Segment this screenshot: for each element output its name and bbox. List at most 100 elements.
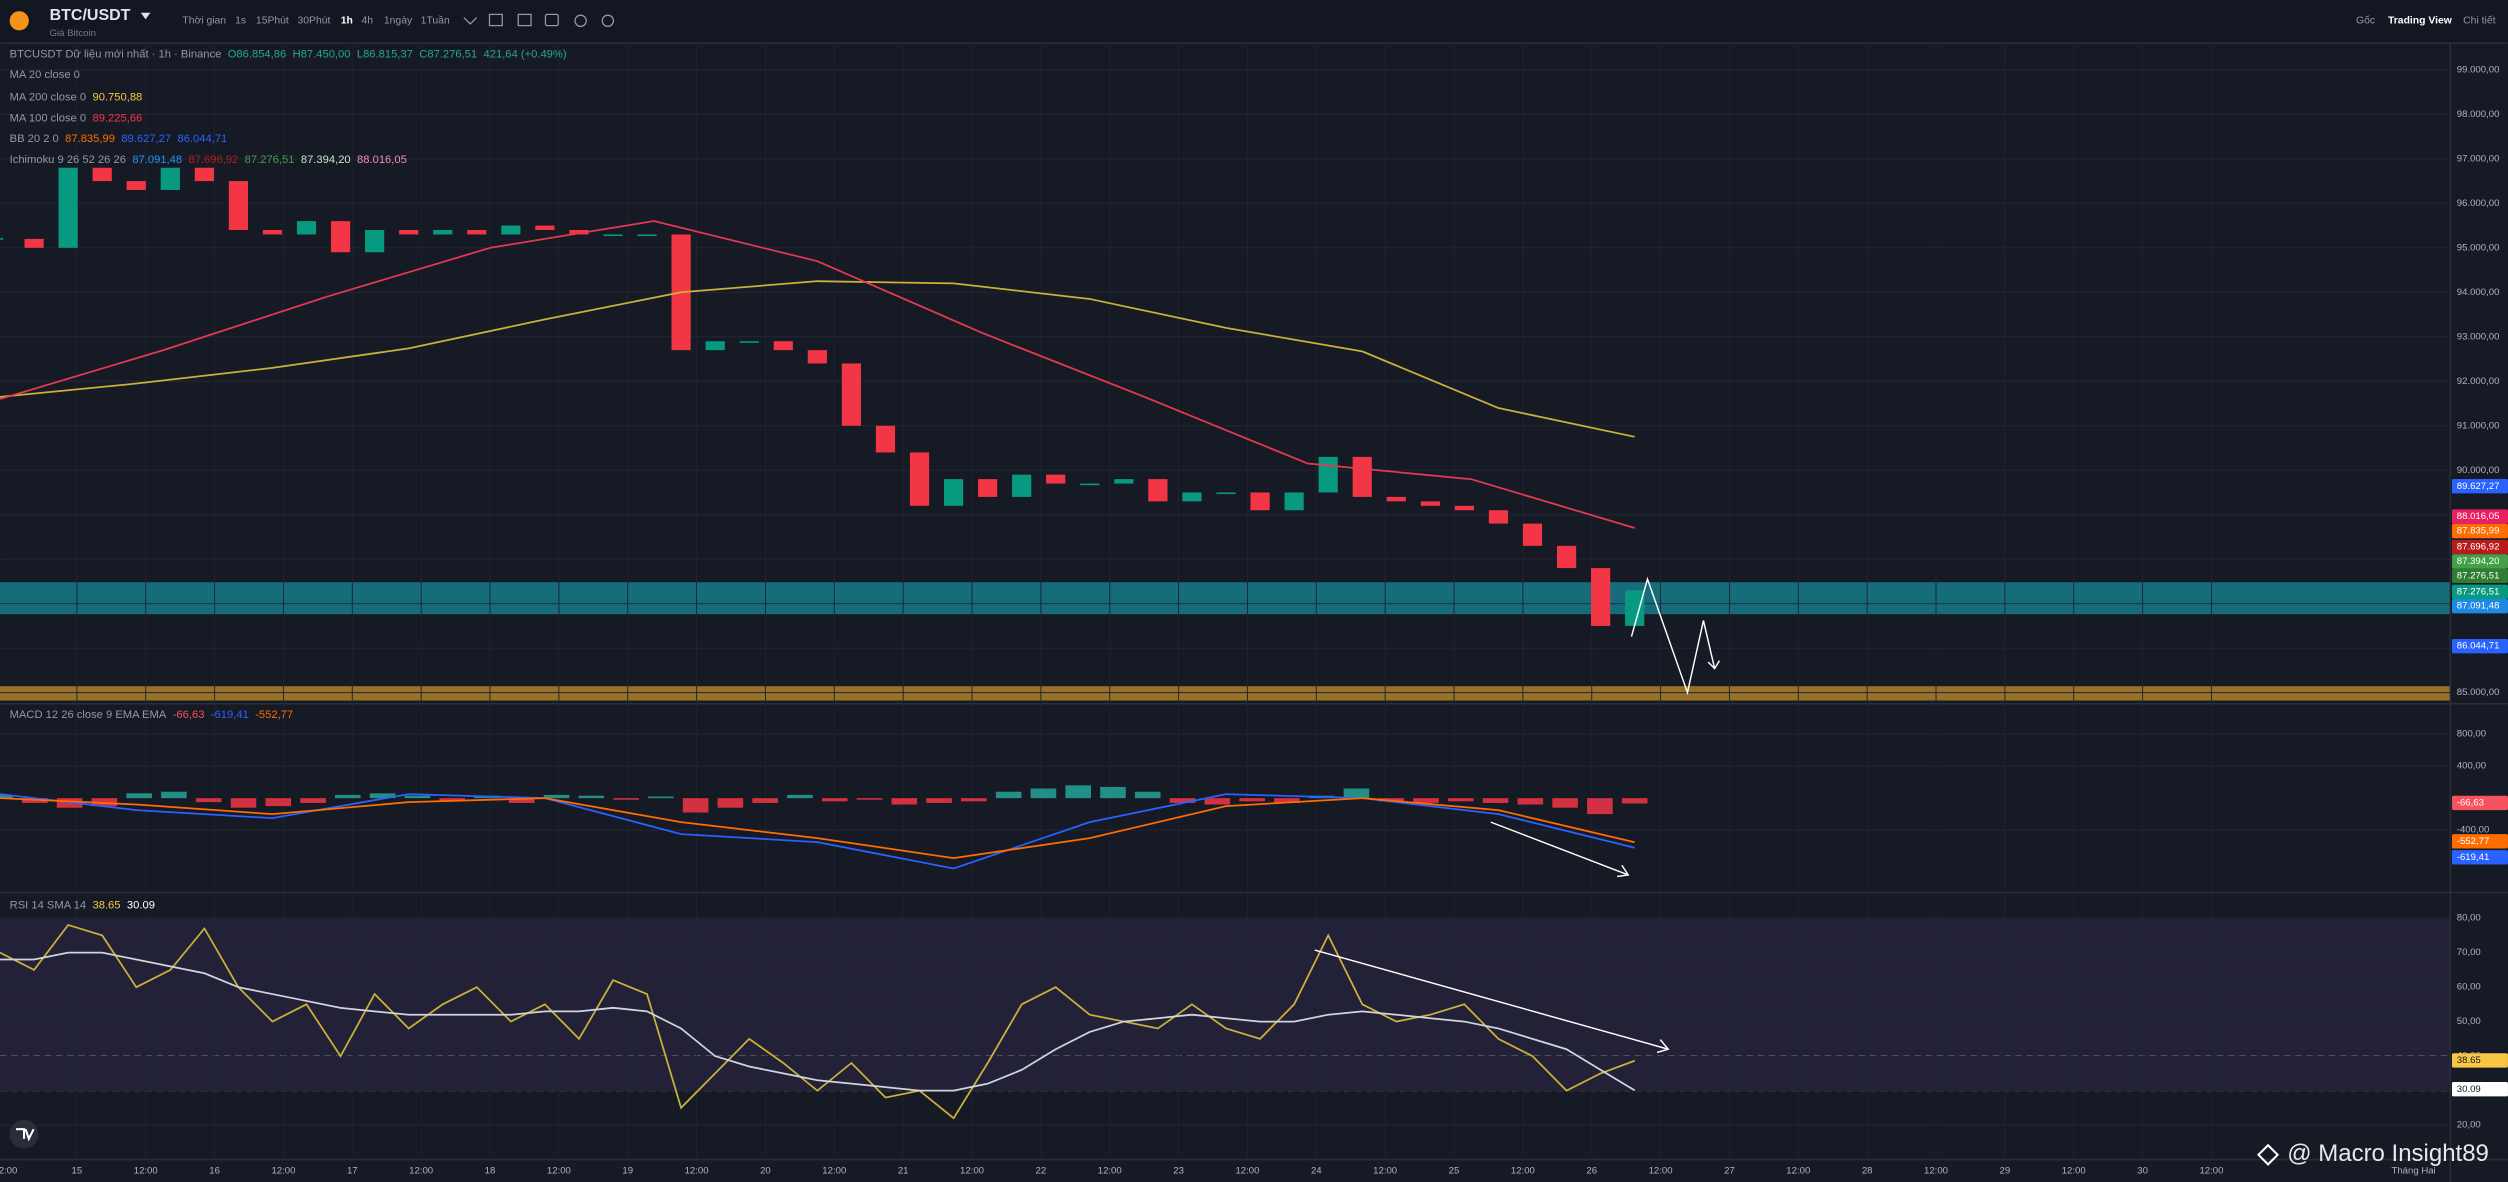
candle [773,341,793,351]
histogram-bar [926,798,952,803]
candle [228,181,249,231]
toolbar-link[interactable]: Gốc [2356,15,2375,27]
timeframe[interactable]: 1Tuần [421,15,450,27]
histogram-bar [543,794,570,799]
settings-icon[interactable] [601,14,615,28]
time-label: 25 [1449,1165,1460,1176]
y-tick-label: 90.000,00 [2457,465,2500,476]
y-tick-label: 92.000,00 [2457,376,2500,387]
time-label: 16 [209,1165,220,1176]
histogram-bar [230,798,257,808]
y-tick-label: 50,00 [2457,1016,2481,1027]
legend-value: H87.450,00 [293,48,351,60]
candle [58,167,78,248]
chart-type-icon[interactable] [488,13,503,27]
symbol[interactable]: BTC/USDT [50,7,131,24]
candle [194,167,214,182]
rsi-band [0,918,2451,1091]
candle [399,230,419,235]
series-line [0,220,1635,529]
timeframe[interactable]: 1s [235,16,246,27]
candle [126,181,146,190]
candle [1352,456,1372,497]
toolbar-bg [0,0,2508,44]
y-tick-label: 60,00 [2457,982,2481,993]
price-tag [2451,509,2508,524]
timeframe[interactable]: 15Phút [256,16,289,27]
candle [1148,479,1168,502]
watermark: @ Macro Insight89 [2287,1140,2489,1167]
time-label: 23 [1173,1165,1184,1176]
candle [262,230,283,235]
candle [603,234,623,237]
histogram-bar [961,798,987,802]
symbol-dropdown[interactable] [140,12,151,20]
candle [1386,496,1406,502]
candle [739,341,759,343]
histogram-bar [1343,788,1370,799]
timeframe[interactable]: Thời gian [182,16,226,27]
candle [943,479,964,506]
price-tag-label: 87.276,51 [2457,586,2500,597]
candle [1488,510,1509,524]
legend-value: C87.276,51 [419,48,477,60]
candle [978,479,998,497]
time-label: 12:00 [1235,1165,1259,1176]
toolbar-link[interactable]: Trading View [2388,16,2453,27]
price-tag-label: 87.835,99 [2457,526,2500,537]
series-line [0,923,1635,1120]
camera-icon[interactable] [544,13,559,27]
toolbar-icons [463,13,615,28]
add-icon[interactable] [574,14,587,28]
histogram-bar [195,798,222,803]
candle [1591,568,1611,626]
price-tag [2451,479,2508,494]
candle [1012,474,1032,497]
time-label: 15 [72,1165,83,1176]
timeframe[interactable]: 30Phút [298,16,331,27]
legend-value: -552,77 [255,709,293,721]
price-tag [2451,554,2508,569]
y-tick-label: 96.000,00 [2457,198,2500,209]
candle [1318,456,1338,493]
support-zone [0,582,2451,615]
legend-value: 90.750,88 [93,92,143,104]
y-tick-label: 91.000,00 [2457,420,2500,431]
histogram-bar [752,798,778,803]
timeframe[interactable]: 1h [341,16,353,27]
time-label: 12:00 [1649,1165,1673,1176]
tf-dropdown[interactable] [463,17,478,25]
timeframe[interactable]: 1ngày [384,16,413,27]
time-label: 12:00 [1373,1165,1397,1176]
histogram-bar [1482,798,1509,803]
price-tag [2451,638,2508,654]
price-tag-label: -619,41 [2457,852,2490,863]
histogram-bar [508,798,535,803]
indicator-icon[interactable] [517,13,532,27]
legend-value: -619,41 [211,709,249,721]
legend-name: RSI 14 SMA 14 [10,899,87,911]
time-label: 12:00 [685,1165,709,1176]
histogram-bar [856,798,883,800]
candle [296,221,317,235]
legend: BB 20 2 0 87.835,99 89.627,27 86.044,71 [10,133,228,145]
histogram-bar [1134,791,1161,799]
time-label: 29 [2000,1165,2011,1176]
time-label: 12:00 [409,1165,433,1176]
legend-name: MA 20 close 0 [10,69,80,81]
time-label: 24 [1311,1165,1322,1176]
toolbar-link[interactable]: Chi tiết [2463,15,2495,27]
timeframe[interactable]: 4h [362,16,374,27]
candle [1182,492,1202,502]
marks: Thời gian 1s 15Phút 30Phút 1h 4h 1ngày 1Tuần Gốc… [0,15,2508,1176]
legend-name: MA 200 close 0 [10,92,87,104]
price-tag-label: 30.09 [2457,1084,2481,1095]
histogram-bar [717,798,744,808]
price-tag [2451,568,2508,584]
legend-value: 89.225,66 [93,112,143,124]
legend-value: O86.854,86 [228,48,286,60]
time-label: 22 [1036,1165,1047,1176]
time-label: 20 [760,1165,771,1176]
histogram-bar [613,798,639,800]
